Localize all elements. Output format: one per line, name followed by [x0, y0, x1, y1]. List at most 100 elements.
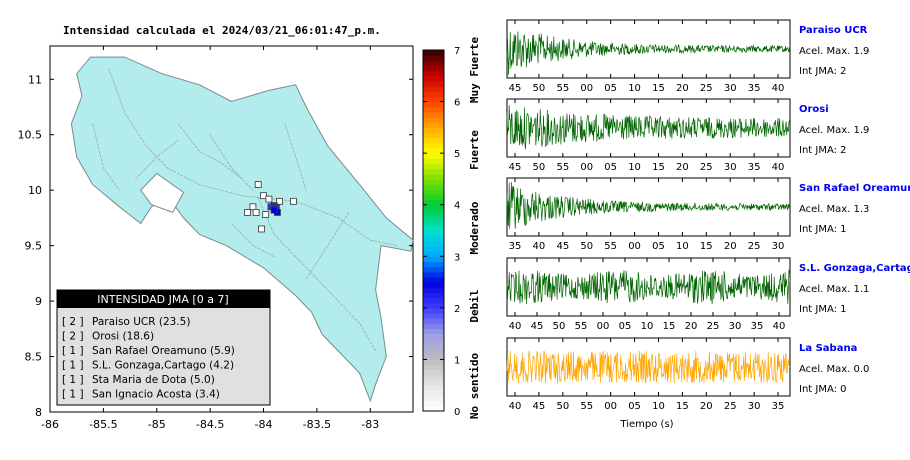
trace-tick-label: 20 [700, 401, 713, 412]
station-marker [265, 195, 273, 203]
trace-tick-label: 15 [652, 83, 665, 94]
road [135, 139, 179, 180]
trace-tick-label: 00 [604, 401, 617, 412]
colorbar-tick-label: 4 [454, 201, 460, 212]
colorbar-band [423, 400, 444, 407]
colorbar-band [423, 178, 444, 185]
colorbar-band [423, 117, 444, 123]
colorbar-band [423, 106, 444, 113]
map-x-tick-label: -85.5 [89, 418, 117, 431]
waveform [506, 31, 791, 76]
colorbar-band [423, 369, 444, 376]
trace-tick-label: 20 [676, 162, 689, 173]
road [209, 134, 254, 191]
colorbar-band [423, 282, 444, 288]
colorbar-band [423, 204, 444, 211]
colorbar-band [423, 313, 444, 319]
trace-tick-label: 55 [556, 162, 569, 173]
colorbar-tick-label: 7 [454, 46, 460, 57]
map-x-tick-label: -86 [41, 418, 59, 431]
trace-tick-label: 35 [772, 401, 785, 412]
legend-row-station: Orosi (18.6) [92, 331, 154, 343]
trace-tick-label: 50 [556, 401, 569, 412]
colorbar-band [423, 158, 444, 165]
trace-tick-label: 00 [597, 321, 610, 332]
trace-jma-intensity: Int JMA: 2 [799, 145, 847, 156]
intensity-colorbar: 0 1 2 3 4 5 6 7 No sentido Debil Moderado Fuerte Mu… [422, 37, 481, 419]
trace-tick-label: 35 [751, 321, 764, 332]
colorbar-band [423, 122, 444, 128]
colorbar-category-label: Debil [468, 289, 481, 322]
colorbar-band [423, 215, 444, 221]
trace-accel-max: Acel. Max. 1.3 [799, 204, 869, 215]
colorbar-band [423, 318, 444, 324]
colorbar-band [423, 385, 444, 391]
trace-tick-label: 50 [533, 83, 546, 94]
map-y-tick-label: 10.5 [18, 129, 43, 142]
station-marker [260, 192, 267, 200]
trace-tick-label: 40 [772, 162, 785, 173]
trace-tick-label: 30 [724, 162, 737, 173]
legend-row-station: S.L. Gonzaga,Cartago (4.2) [92, 360, 234, 372]
trace-tick-label: 45 [509, 162, 522, 173]
colorbar-tick-label: 0 [454, 407, 460, 418]
colorbar-band [423, 209, 444, 216]
colorbar-band [423, 328, 444, 335]
map-x-tick-label: -85 [148, 418, 166, 431]
trace-tick-label: 25 [700, 83, 713, 94]
colorbar-band [423, 380, 444, 386]
colorbar-band [423, 271, 444, 278]
colorbar-band [423, 220, 444, 226]
colorbar-band [423, 287, 444, 293]
colorbar-band [423, 302, 444, 309]
costa-rica-landmass [70, 56, 414, 403]
colorbar-band [423, 349, 444, 355]
colorbar-band [423, 194, 444, 201]
colorbar-band [423, 405, 444, 412]
colorbar-band [423, 91, 444, 98]
trace-tick-label: 20 [676, 83, 689, 94]
colorbar-frame [422, 49, 445, 412]
road [257, 197, 376, 352]
station-marker [244, 208, 251, 216]
trace-tick-label: 30 [748, 401, 761, 412]
colorbar-band [423, 307, 444, 314]
colorbar-band [423, 55, 444, 61]
colorbar-band [423, 70, 444, 77]
trace-tick-label: 35 [748, 162, 761, 173]
legend-header: INTENSIDAD JMA [0 a 7] [97, 293, 228, 306]
legend-row-jma: [ 1 ] [62, 345, 84, 357]
road [231, 223, 275, 258]
legend-row-station: San Rafael Oreamuno (5.9) [92, 345, 235, 357]
trace-tick-label: 10 [628, 83, 641, 94]
legend-row-jma: [ 1 ] [62, 389, 84, 401]
trace-tick-label: 15 [676, 401, 689, 412]
colorbar-band [423, 261, 444, 268]
map-x-tick-label: -84.5 [196, 418, 224, 431]
map-y-tick-label: 10 [28, 184, 42, 197]
land-area [70, 56, 414, 403]
seismogram-panel: 45 50 55 00 05 10 15 20 25 30 35 40 Paraiso UCR Acel.… [506, 19, 869, 94]
legend-row-station: Paraiso UCR (23.5) [92, 316, 190, 328]
trace-jma-intensity: Int JMA: 1 [799, 304, 847, 315]
colorbar-ticks: 0 1 2 3 4 5 6 7 [423, 46, 460, 418]
trace-tick-label: 10 [628, 162, 641, 173]
trace-tick-label: 25 [748, 241, 761, 252]
colorbar-band [423, 364, 444, 371]
seismogram-panels: 45 50 55 00 05 10 15 20 25 30 35 40 Paraiso UCR Acel.… [506, 19, 910, 412]
colorbar-band [423, 147, 444, 154]
trace-tick-label: 15 [663, 321, 676, 332]
colorbar-band [423, 153, 444, 159]
colorbar-band [423, 184, 444, 190]
colorbar-band [423, 390, 444, 397]
trace-tick-label: 20 [724, 241, 737, 252]
station-marker [262, 211, 270, 219]
trace-jma-intensity: Int JMA: 0 [799, 384, 847, 395]
trace-tick-label: 35 [509, 241, 522, 252]
colorbar-band [423, 173, 444, 180]
colorbar-band [423, 75, 444, 82]
trace-tick-label: 55 [575, 321, 588, 332]
trace-accel-max: Acel. Max. 1.1 [799, 284, 869, 295]
trace-tick-label: 25 [700, 162, 713, 173]
